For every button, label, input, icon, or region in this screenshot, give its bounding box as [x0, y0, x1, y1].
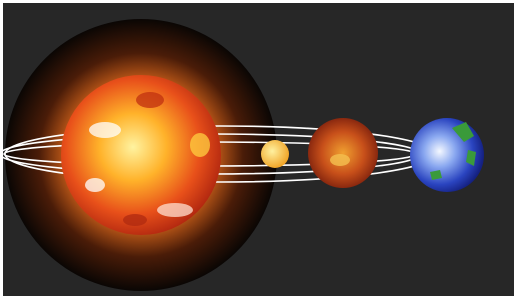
sun-spot [89, 122, 121, 138]
page [0, 0, 517, 299]
sun-spot [123, 214, 147, 226]
planet-spot [330, 154, 350, 166]
solar-system-illustration [0, 0, 517, 299]
sun-spot [85, 178, 105, 192]
sun-spot [136, 92, 164, 108]
sun-spot [157, 203, 193, 217]
sun-spot [190, 133, 210, 157]
red-planet [308, 118, 378, 188]
small-planet [261, 140, 289, 168]
